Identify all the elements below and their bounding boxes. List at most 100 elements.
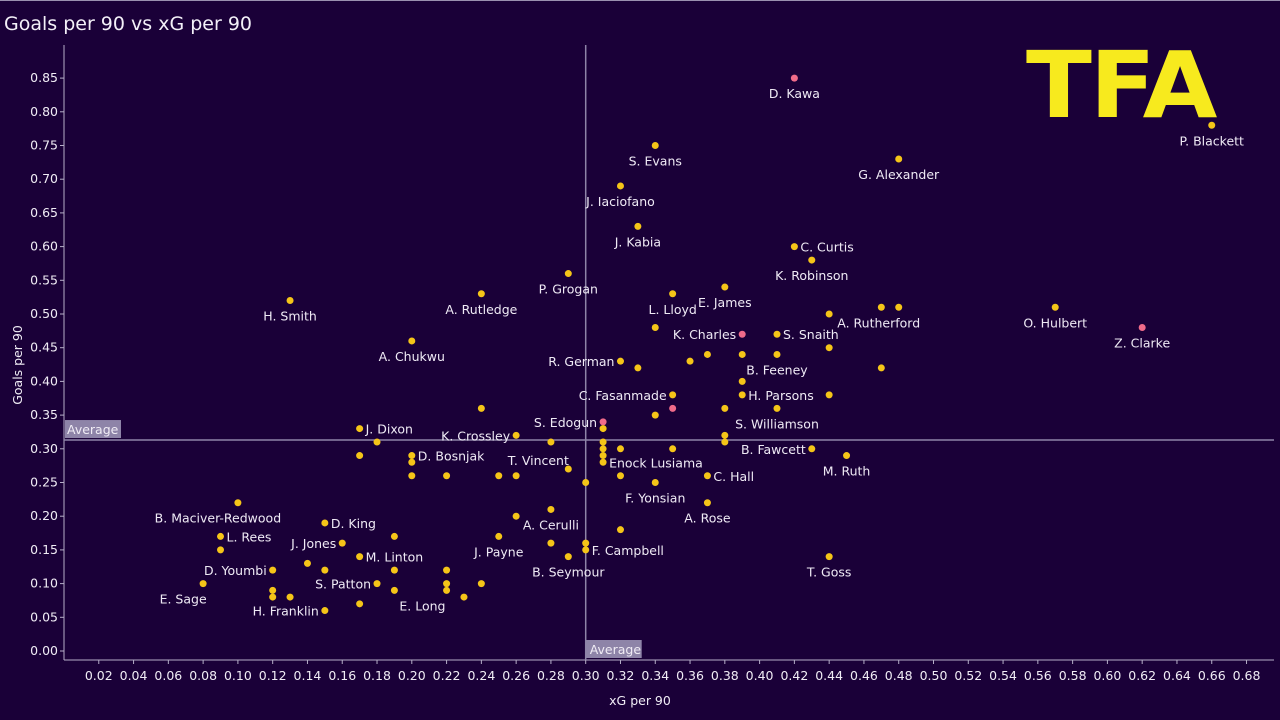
data-point[interactable] (582, 539, 590, 547)
data-point[interactable] (495, 472, 503, 480)
data-point[interactable] (495, 532, 503, 540)
data-point[interactable] (321, 566, 329, 574)
data-point[interactable] (1208, 121, 1216, 129)
data-point[interactable] (721, 404, 729, 412)
data-point[interactable] (808, 445, 816, 453)
data-point[interactable] (738, 377, 746, 385)
data-point[interactable] (634, 222, 642, 230)
data-point[interactable] (269, 586, 277, 594)
data-point[interactable] (356, 553, 364, 561)
data-point[interactable] (738, 350, 746, 358)
data-point[interactable] (651, 323, 659, 331)
data-point[interactable] (373, 580, 381, 588)
data-point[interactable] (895, 303, 903, 311)
data-point[interactable] (616, 526, 624, 534)
data-point[interactable] (460, 593, 468, 601)
data-point[interactable] (616, 182, 624, 190)
data-point[interactable] (269, 566, 277, 574)
data-point[interactable] (703, 499, 711, 507)
data-point[interactable] (564, 270, 572, 278)
data-point[interactable] (303, 559, 311, 567)
data-point[interactable] (373, 438, 381, 446)
data-point[interactable] (825, 391, 833, 399)
data-point[interactable] (669, 445, 677, 453)
data-point[interactable] (895, 155, 903, 163)
data-point[interactable] (773, 350, 781, 358)
data-point[interactable] (686, 357, 694, 365)
data-point[interactable] (356, 452, 364, 460)
data-point[interactable] (321, 607, 329, 615)
data-point[interactable] (738, 391, 746, 399)
data-point[interactable] (408, 337, 416, 345)
data-point[interactable] (669, 391, 677, 399)
data-point[interactable] (286, 593, 294, 601)
data-point[interactable] (651, 479, 659, 486)
data-point[interactable] (703, 472, 711, 480)
data-point[interactable] (512, 431, 520, 439)
data-point[interactable] (599, 438, 607, 446)
data-point[interactable] (286, 297, 294, 305)
data-point[interactable] (443, 472, 451, 480)
data-point[interactable] (477, 290, 485, 298)
data-point[interactable] (599, 458, 607, 466)
data-point[interactable] (477, 580, 485, 588)
data-point[interactable] (599, 418, 607, 426)
data-point[interactable] (512, 512, 520, 520)
data-point[interactable] (443, 566, 451, 574)
data-point[interactable] (477, 404, 485, 412)
data-point[interactable] (356, 425, 364, 433)
data-point[interactable] (217, 532, 225, 540)
data-point[interactable] (217, 546, 225, 554)
data-point[interactable] (564, 553, 572, 561)
data-point[interactable] (390, 566, 398, 574)
data-point[interactable] (721, 283, 729, 291)
data-point[interactable] (599, 452, 607, 460)
data-point[interactable] (721, 438, 729, 446)
data-point[interactable] (634, 364, 642, 372)
data-point[interactable] (512, 472, 520, 480)
data-point[interactable] (234, 499, 242, 507)
data-point[interactable] (616, 472, 624, 480)
data-point[interactable] (390, 532, 398, 540)
data-point[interactable] (356, 600, 364, 608)
data-point[interactable] (669, 404, 677, 412)
data-point[interactable] (564, 465, 572, 473)
data-point[interactable] (651, 411, 659, 419)
data-point[interactable] (599, 425, 607, 433)
data-point[interactable] (877, 364, 885, 372)
data-point[interactable] (790, 74, 798, 82)
data-point[interactable] (1051, 303, 1059, 311)
data-point[interactable] (616, 357, 624, 365)
data-point[interactable] (547, 539, 555, 547)
data-point[interactable] (582, 546, 590, 554)
data-point[interactable] (408, 458, 416, 466)
data-point[interactable] (773, 404, 781, 412)
data-point[interactable] (408, 452, 416, 460)
data-point[interactable] (877, 303, 885, 311)
data-point[interactable] (651, 142, 659, 149)
data-point[interactable] (721, 431, 729, 439)
data-point[interactable] (547, 505, 555, 513)
data-point[interactable] (825, 310, 833, 318)
data-point[interactable] (616, 445, 624, 453)
data-point[interactable] (269, 593, 277, 601)
data-point[interactable] (825, 344, 833, 352)
data-point[interactable] (808, 256, 816, 264)
data-point[interactable] (825, 553, 833, 561)
data-point[interactable] (408, 472, 416, 480)
data-point[interactable] (443, 580, 451, 588)
data-point[interactable] (599, 445, 607, 453)
data-point[interactable] (547, 438, 555, 446)
data-point[interactable] (738, 330, 746, 338)
data-point[interactable] (338, 539, 346, 547)
data-point[interactable] (443, 586, 451, 594)
data-point[interactable] (321, 519, 329, 527)
data-point[interactable] (582, 479, 590, 486)
data-point[interactable] (703, 350, 711, 358)
data-point[interactable] (1138, 323, 1146, 331)
data-point[interactable] (773, 330, 781, 338)
data-point[interactable] (199, 580, 207, 588)
data-point[interactable] (790, 243, 798, 251)
data-point[interactable] (390, 586, 398, 594)
data-point[interactable] (843, 452, 851, 460)
